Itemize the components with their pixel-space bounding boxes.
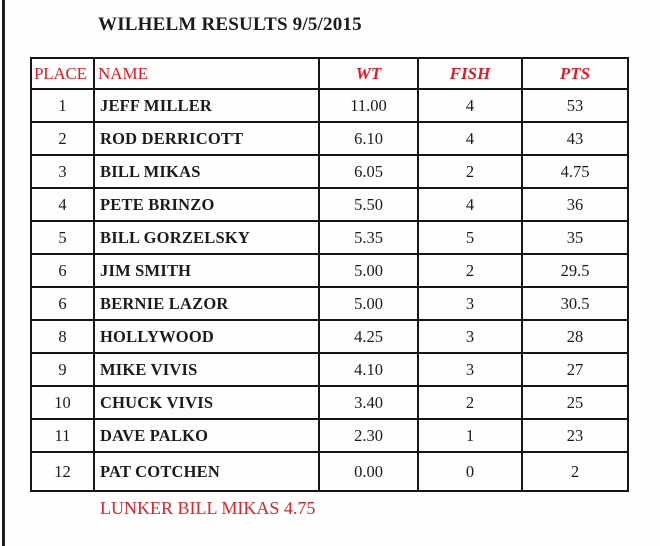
name-cell: CHUCK VIVIS (95, 387, 320, 418)
wt-cell: 0.00 (320, 453, 419, 490)
fish-cell: 0 (419, 453, 523, 490)
table-row: 10 CHUCK VIVIS 3.40 2 25 (32, 387, 627, 420)
name-cell: BERNIE LAZOR (95, 288, 320, 319)
table-row: 9 MIKE VIVIS 4.10 3 27 (32, 354, 627, 387)
table-body: 1 JEFF MILLER 11.00 4 53 2 ROD DERRICOTT… (32, 90, 627, 490)
place-cell: 11 (32, 420, 95, 451)
fish-cell: 4 (419, 123, 523, 154)
name-cell: ROD DERRICOTT (95, 123, 320, 154)
place-cell: 8 (32, 321, 95, 352)
place-cell: 2 (32, 123, 95, 154)
place-cell: 12 (32, 453, 95, 490)
wt-cell: 4.25 (320, 321, 419, 352)
wt-cell: 4.10 (320, 354, 419, 385)
table-row: 2 ROD DERRICOTT 6.10 4 43 (32, 123, 627, 156)
place-cell: 10 (32, 387, 95, 418)
scan-edge-artifact (2, 0, 5, 546)
header-wt: WT (320, 59, 419, 88)
pts-cell: 27 (566, 359, 584, 379)
fish-cell: 5 (419, 222, 523, 253)
table-row: 4 PETE BRINZO 5.50 4 36 (32, 189, 627, 222)
name-cell: BILL MIKAS (95, 156, 320, 187)
table-row: 1 JEFF MILLER 11.00 4 53 (32, 90, 627, 123)
wt-cell: 3.40 (320, 387, 419, 418)
table-row: 6 JIM SMITH 5.00 2 29.5 (32, 255, 627, 288)
fish-cell: 3 (419, 354, 523, 385)
place-cell: 5 (32, 222, 95, 253)
pts-cell: 29.5 (560, 260, 590, 280)
pts-cell: 53 (566, 95, 584, 115)
name-cell: JIM SMITH (95, 255, 320, 286)
pts-cell: 43 (566, 128, 584, 148)
name-cell: MIKE VIVIS (95, 354, 320, 385)
header-place: PLACE (32, 59, 95, 88)
pts-cell: 25 (566, 392, 584, 412)
fish-cell: 2 (419, 156, 523, 187)
fish-cell: 3 (419, 321, 523, 352)
wt-cell: 6.10 (320, 123, 419, 154)
place-cell: 4 (32, 189, 95, 220)
fish-cell: 4 (419, 189, 523, 220)
table-header-row: PLACE NAME WT FISH PTS (32, 59, 627, 90)
place-cell: 6 (32, 255, 95, 286)
name-cell: JEFF MILLER (95, 90, 320, 121)
table-row: 5 BILL GORZELSKY 5.35 5 35 (32, 222, 627, 255)
results-table: PLACE NAME WT FISH PTS 1 JEFF MILLER 11.00 4… (30, 57, 629, 492)
pts-cell: 30.5 (560, 293, 590, 313)
fish-cell: 2 (419, 255, 523, 286)
table-row: 11 DAVE PALKO 2.30 1 23 (32, 420, 627, 453)
name-cell: HOLLYWOOD (95, 321, 320, 352)
name-cell: PAT COTCHEN (95, 453, 320, 490)
place-cell: 6 (32, 288, 95, 319)
wt-cell: 5.00 (320, 288, 419, 319)
wt-cell: 2.30 (320, 420, 419, 451)
table-row: 6 BERNIE LAZOR 5.00 3 30.5 (32, 288, 627, 321)
wt-cell: 5.50 (320, 189, 419, 220)
fish-cell: 4 (419, 90, 523, 121)
place-cell: 3 (32, 156, 95, 187)
fish-cell: 2 (419, 387, 523, 418)
table-row: 12 PAT COTCHEN 0.00 0 2 (32, 453, 627, 490)
pts-cell: 4.75 (560, 161, 590, 181)
header-pts: PTS (559, 63, 591, 83)
wt-cell: 11.00 (320, 90, 419, 121)
pts-cell: 23 (566, 425, 584, 445)
pts-cell: 35 (566, 227, 584, 247)
name-cell: DAVE PALKO (95, 420, 320, 451)
header-name: NAME (95, 59, 320, 88)
name-cell: PETE BRINZO (95, 189, 320, 220)
pts-cell: 36 (566, 194, 584, 214)
table-row: 3 BILL MIKAS 6.05 2 4.75 (32, 156, 627, 189)
pts-cell: 2 (570, 461, 580, 481)
document-title: WILHELM RESULTS 9/5/2015 (98, 14, 362, 35)
place-cell: 1 (32, 90, 95, 121)
fish-cell: 1 (419, 420, 523, 451)
header-fish: FISH (419, 59, 523, 88)
name-cell: BILL GORZELSKY (95, 222, 320, 253)
wt-cell: 5.00 (320, 255, 419, 286)
table-row: 8 HOLLYWOOD 4.25 3 28 (32, 321, 627, 354)
pts-cell: 28 (566, 326, 584, 346)
fish-cell: 3 (419, 288, 523, 319)
lunker-note: LUNKER BILL MIKAS 4.75 (100, 498, 316, 518)
wt-cell: 5.35 (320, 222, 419, 253)
place-cell: 9 (32, 354, 95, 385)
wt-cell: 6.05 (320, 156, 419, 187)
